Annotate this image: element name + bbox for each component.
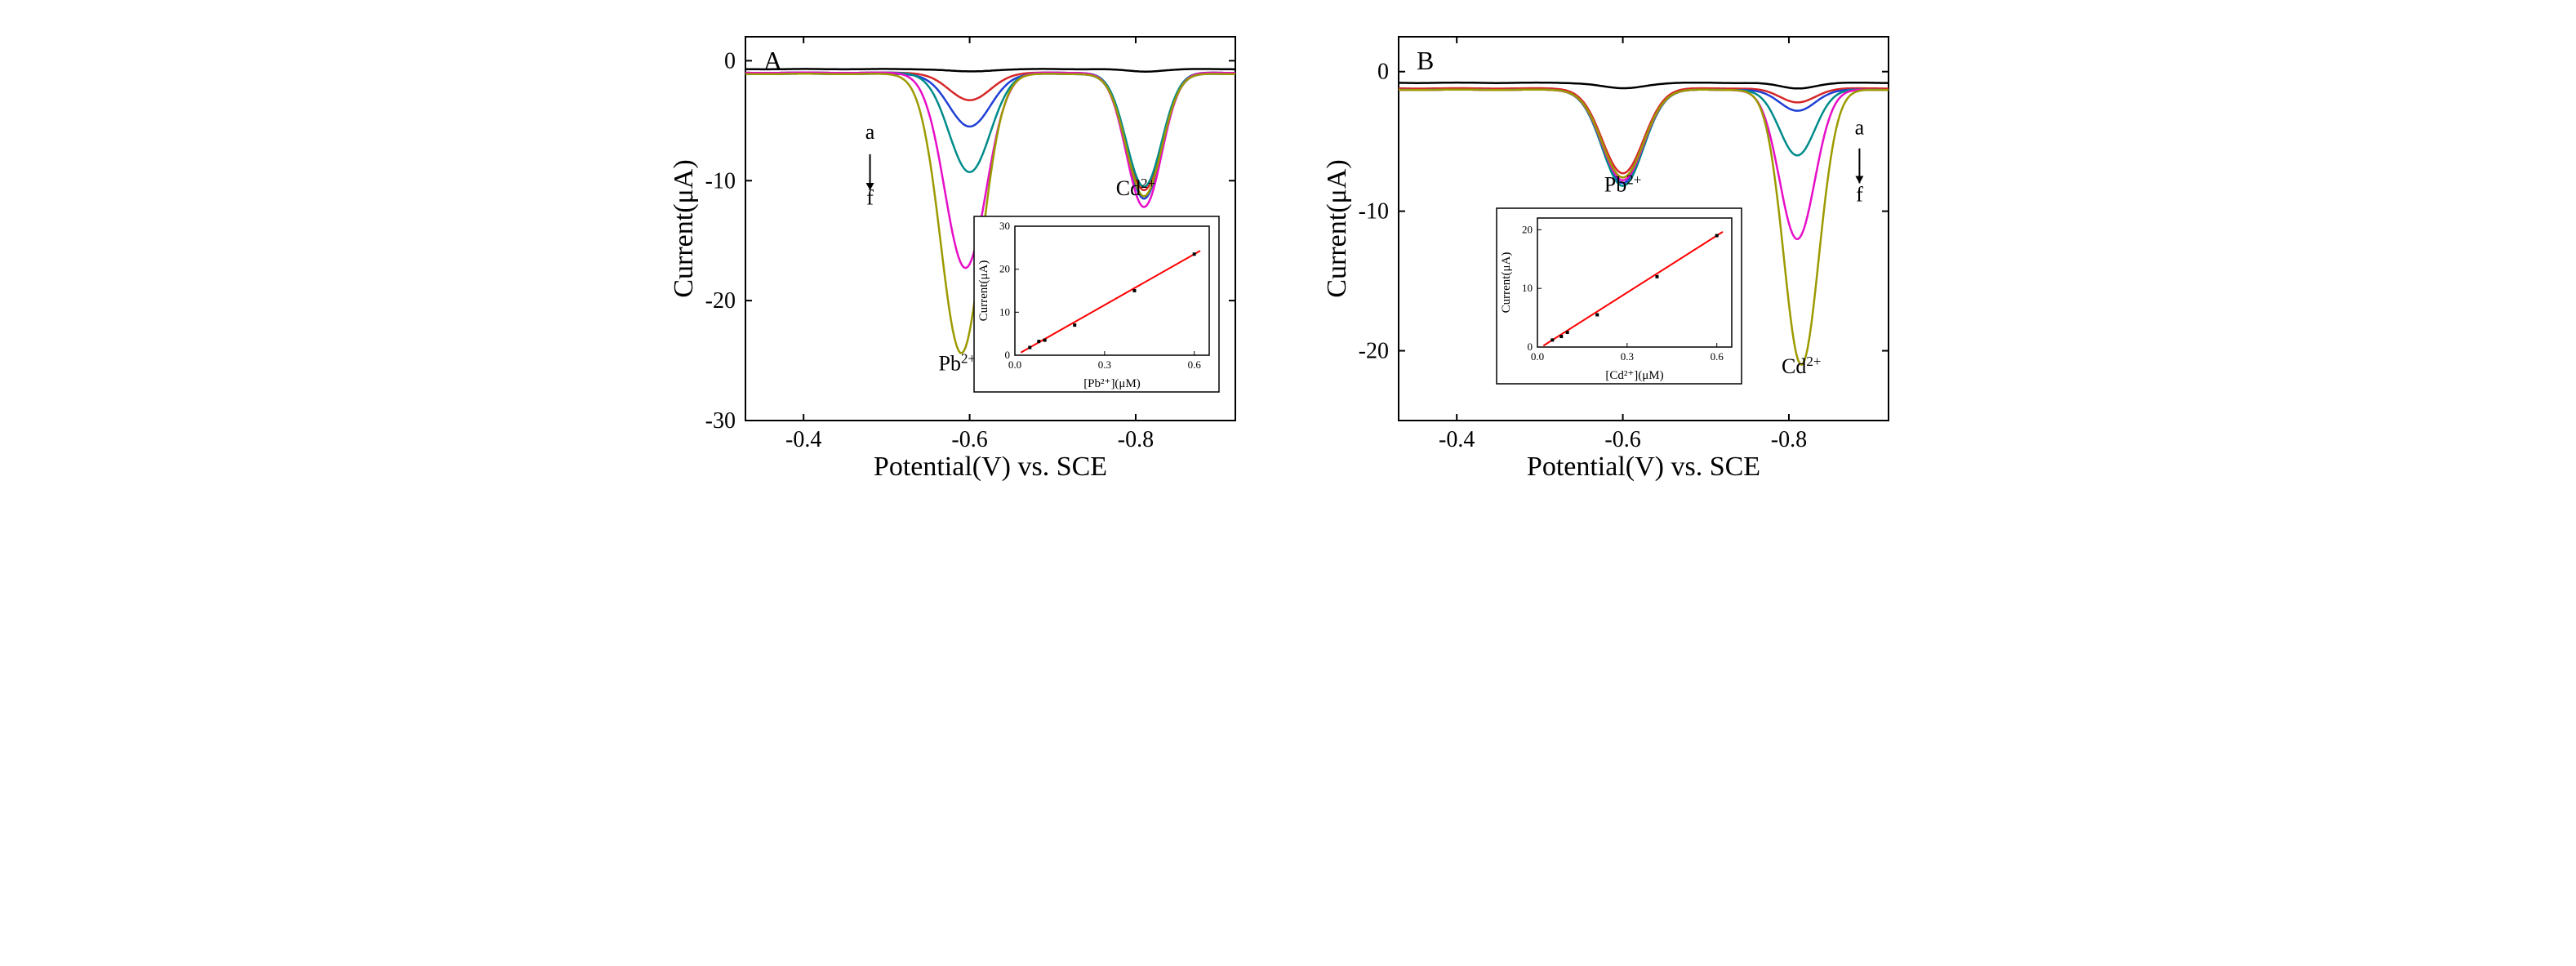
svg-text:Potential(V) vs. SCE: Potential(V) vs. SCE: [873, 452, 1106, 482]
svg-text:Current(μA): Current(μA): [1500, 252, 1513, 314]
svg-text:-10: -10: [705, 168, 735, 194]
svg-text:f: f: [1856, 183, 1863, 207]
svg-text:A: A: [763, 46, 782, 75]
svg-text:[Cd²⁺](μM): [Cd²⁺](μM): [1605, 369, 1663, 382]
svg-text:Current(μA): Current(μA): [669, 159, 699, 297]
svg-text:Current(μA): Current(μA): [1322, 159, 1352, 297]
svg-text:-30: -30: [705, 408, 735, 434]
svg-text:0: 0: [1004, 349, 1010, 361]
svg-text:20: 20: [1522, 223, 1533, 235]
svg-text:30: 30: [999, 220, 1010, 232]
panel-b: -0.4 -0.6 -0.8 0 -10 -20 Potential(V) vs. SCE C…: [1321, 16, 1909, 490]
svg-text:0: 0: [1527, 341, 1533, 353]
chart-a: -0.4 -0.6 -0.8 0 -10 -20 -30 Potential(V) vs. S…: [668, 16, 1256, 490]
svg-text:Potential(V) vs. SCE: Potential(V) vs. SCE: [1526, 452, 1760, 482]
svg-text:B: B: [1417, 46, 1434, 75]
svg-text:0: 0: [1377, 60, 1389, 85]
svg-text:0.0: 0.0: [1008, 358, 1021, 371]
svg-text:-0.4: -0.4: [1439, 427, 1475, 452]
panel-a: -0.4 -0.6 -0.8 0 -10 -20 -30 Potential(V) vs. S…: [668, 16, 1256, 490]
svg-text:10: 10: [1522, 282, 1533, 294]
svg-text:0: 0: [724, 48, 736, 73]
svg-text:-20: -20: [1358, 339, 1388, 364]
chart-b: -0.4 -0.6 -0.8 0 -10 -20 Potential(V) vs. SCE C…: [1321, 16, 1909, 490]
svg-text:20: 20: [999, 263, 1010, 275]
svg-text:a: a: [1854, 116, 1864, 140]
svg-text:-0.8: -0.8: [1770, 427, 1806, 452]
svg-text:-0.8: -0.8: [1117, 427, 1153, 452]
svg-text:[Pb²⁺](μM): [Pb²⁺](μM): [1083, 377, 1141, 390]
svg-text:-20: -20: [705, 288, 735, 314]
svg-text:10: 10: [999, 305, 1010, 318]
svg-text:-0.6: -0.6: [951, 427, 987, 452]
svg-text:-10: -10: [1358, 199, 1388, 225]
svg-text:0.0: 0.0: [1530, 350, 1543, 363]
svg-text:0.3: 0.3: [1097, 358, 1110, 371]
svg-text:-0.6: -0.6: [1604, 427, 1640, 452]
svg-text:0.6: 0.6: [1710, 350, 1724, 363]
svg-text:0.6: 0.6: [1187, 358, 1201, 371]
svg-text:0.3: 0.3: [1620, 350, 1633, 363]
svg-text:a: a: [865, 120, 874, 144]
svg-text:Current(μA): Current(μA): [977, 260, 990, 322]
figure-container: -0.4 -0.6 -0.8 0 -10 -20 -30 Potential(V) vs. S…: [16, 16, 2560, 490]
svg-text:-0.4: -0.4: [785, 427, 821, 452]
